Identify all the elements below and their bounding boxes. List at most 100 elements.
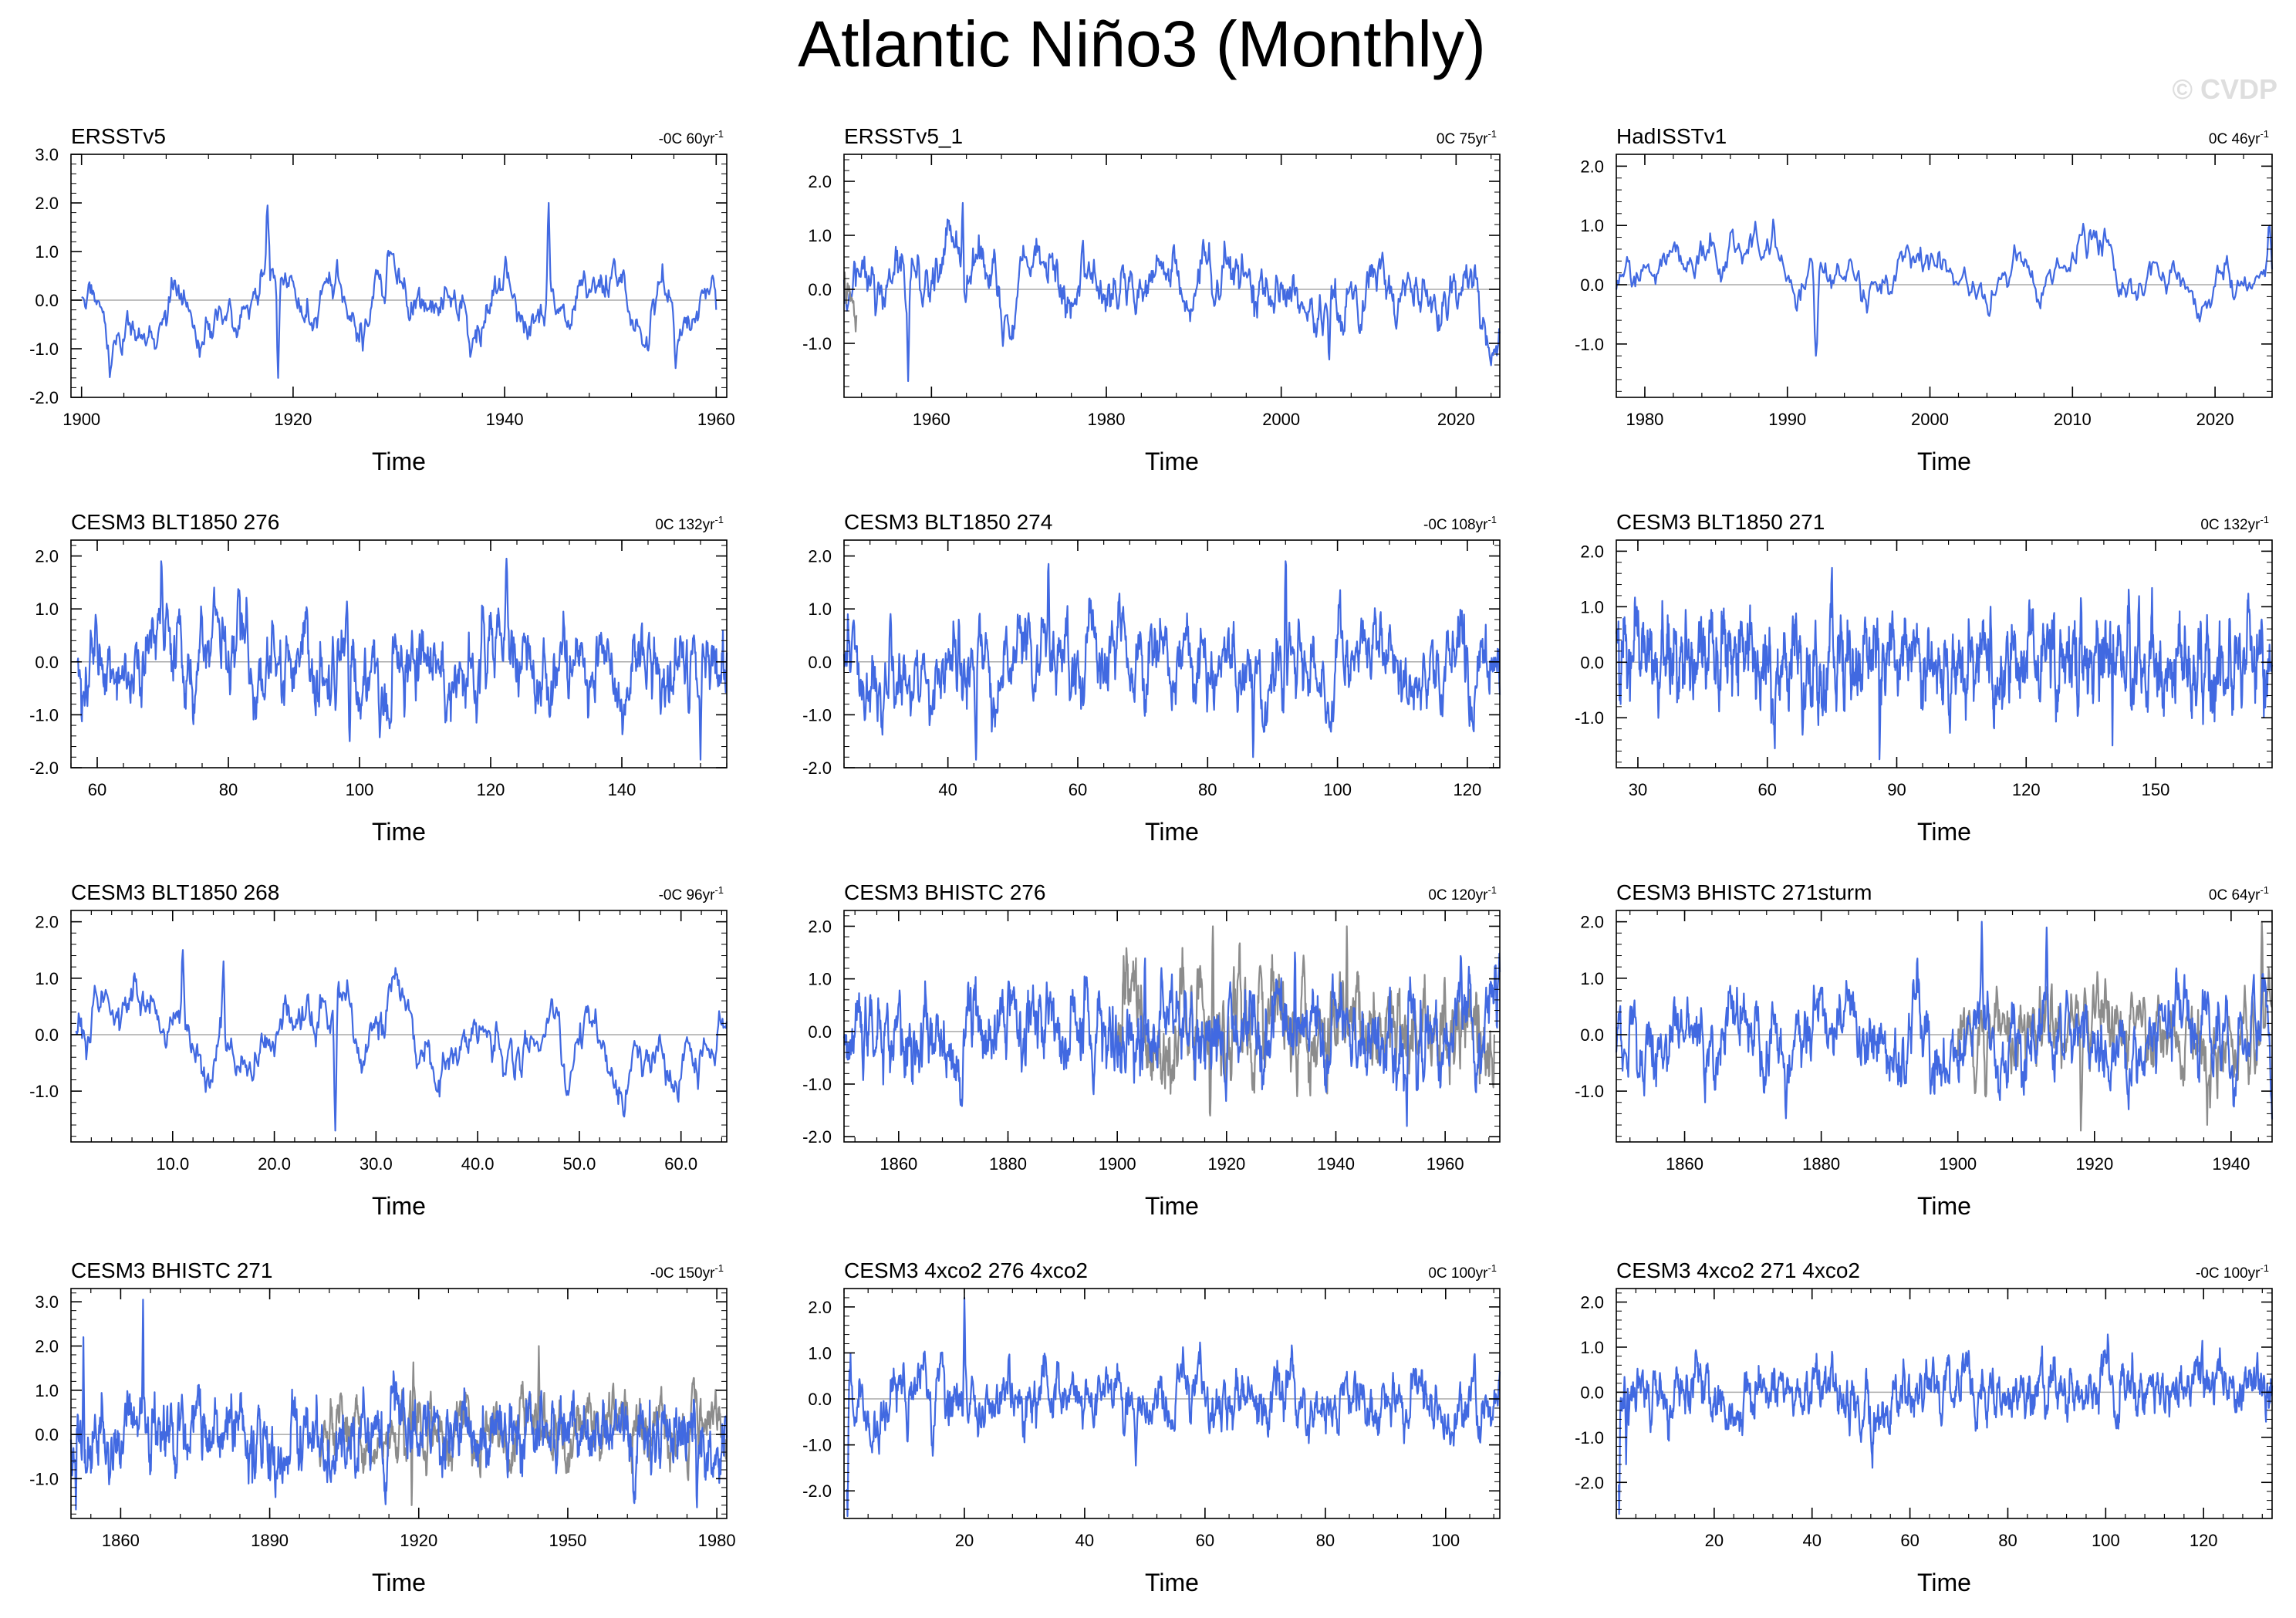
- x-tick-label: 1920: [2075, 1154, 2113, 1174]
- y-tick-label: 2.0: [808, 172, 832, 191]
- y-tick-label: -2.0: [802, 758, 832, 778]
- x-tick-label: 1890: [251, 1531, 289, 1550]
- trend-unit-exponent: -1: [714, 1262, 724, 1274]
- x-tick-label: 2020: [1437, 410, 1475, 429]
- y-tick-label: -1.0: [29, 1469, 59, 1488]
- chart-panel: 40 60 80 100 120 2.0 1.0 0.0 -1.0 -2.0 CESM3 BLT18…: [802, 510, 1501, 846]
- x-axis-label: Time: [1145, 1192, 1199, 1220]
- y-tick-label: 0.0: [1580, 275, 1604, 295]
- panel-title: ERSSTv5_1: [844, 124, 963, 148]
- plot-frame: [843, 154, 1501, 398]
- trend-text: 0C 46yr: [2209, 131, 2261, 147]
- trend-label: -0C 150yr-1: [650, 1262, 724, 1282]
- trend-text: 0C 75yr: [1437, 131, 1488, 147]
- y-tick-label: 2.0: [808, 547, 832, 566]
- series-line: [76, 557, 728, 761]
- y-tick-label: -2.0: [1575, 1473, 1604, 1492]
- y-tick-label: 1.0: [35, 242, 59, 262]
- y-tick-label: -2.0: [802, 1127, 832, 1147]
- x-tick-label: 120: [1454, 780, 1482, 799]
- panel-grid: 1900 1920 1940 1960 3.0 2.0 1.0 0.0 -1.0 -2.0 ERSS…: [29, 124, 2274, 1596]
- chart-panel: 1960 1980 2000 2020 2.0 1.0 0.0 -1.0 ERSSTv5_1 0C…: [802, 124, 1501, 475]
- plot-frame: [1616, 154, 2273, 398]
- trend-unit-exponent: -1: [1487, 128, 1497, 140]
- y-tick-label: -2.0: [29, 758, 59, 778]
- x-tick-label: 1960: [697, 410, 735, 429]
- series-line: [1615, 566, 2274, 761]
- trend-unit-exponent: -1: [1487, 884, 1497, 896]
- trend-label: 0C 100yr-1: [1428, 1262, 1497, 1282]
- x-tick-label: 60: [1757, 780, 1776, 799]
- x-tick-label: 1920: [1207, 1154, 1245, 1174]
- trend-label: -0C 100yr-1: [2196, 1262, 2269, 1282]
- x-tick-label: 1860: [1666, 1154, 1703, 1174]
- x-tick-label: 120: [477, 780, 505, 799]
- trend-label: 0C 64yr-1: [2209, 884, 2269, 904]
- trend-unit-exponent: -1: [714, 128, 724, 140]
- trend-unit-exponent: -1: [714, 514, 724, 525]
- trend-text: 0C 132yr: [2200, 517, 2261, 533]
- trend-unit-exponent: -1: [2260, 514, 2269, 525]
- y-tick-label: 2.0: [808, 917, 832, 936]
- y-tick-label: 0.0: [1580, 1025, 1604, 1045]
- trend-text: 0C 120yr: [1428, 887, 1488, 904]
- y-tick-label: 3.0: [35, 1292, 59, 1312]
- trend-label: 0C 132yr-1: [655, 514, 724, 533]
- trend-text: -0C 150yr: [650, 1265, 715, 1282]
- x-axis-label: Time: [1145, 448, 1199, 475]
- x-tick-label: 1860: [880, 1154, 917, 1174]
- x-tick-label: 120: [2012, 780, 2041, 799]
- trend-unit-exponent: -1: [2260, 128, 2269, 140]
- panel-title: CESM3 BLT1850 274: [844, 510, 1052, 534]
- trend-label: -0C 108yr-1: [1423, 514, 1497, 533]
- y-tick-label: 0.0: [808, 280, 832, 299]
- y-tick-label: 1.0: [1580, 216, 1604, 235]
- x-tick-label: 1950: [549, 1531, 586, 1550]
- y-tick-label: -1.0: [1575, 708, 1604, 728]
- y-tick-label: 0.0: [808, 1022, 832, 1042]
- panel-title: CESM3 4xco2 271 4xco2: [1616, 1258, 1860, 1282]
- x-tick-label: 1880: [989, 1154, 1027, 1174]
- x-tick-label: 150: [2142, 780, 2170, 799]
- chart-panel: 1860 1880 1900 1920 1940 2.0 1.0 0.0 -1.0 CESM3 B…: [1575, 880, 2274, 1220]
- y-tick-label: -1.0: [29, 705, 59, 725]
- series-line: [846, 1296, 1501, 1518]
- trend-text: 0C 132yr: [655, 517, 715, 533]
- x-axis-label: Time: [1917, 1192, 1971, 1220]
- panel-title: CESM3 BHISTC 271sturm: [1616, 880, 1872, 904]
- trend-unit-exponent: -1: [2260, 1262, 2269, 1274]
- x-tick-label: 1900: [62, 410, 100, 429]
- chart-panel: 10.0 20.0 30.0 40.0 50.0 60.0 2.0 1.0 0.0 -1.0 CES…: [29, 880, 728, 1220]
- panel-title: CESM3 BLT1850 268: [71, 880, 279, 904]
- y-tick-label: 0.0: [35, 1425, 59, 1444]
- x-axis-label: Time: [372, 818, 426, 846]
- y-tick-label: 1.0: [808, 226, 832, 245]
- x-tick-label: 1990: [1768, 410, 1806, 429]
- x-tick-label: 1980: [698, 1531, 736, 1550]
- x-tick-label: 1900: [1939, 1154, 1977, 1174]
- x-tick-label: 40: [1802, 1531, 1821, 1550]
- x-axis-label: Time: [1917, 448, 1971, 475]
- y-tick-label: -1.0: [1575, 335, 1604, 354]
- series-line: [1116, 925, 1495, 1116]
- y-tick-label: 0.0: [35, 1025, 59, 1045]
- y-tick-label: 2.0: [35, 547, 59, 566]
- y-tick-label: 2.0: [35, 1337, 59, 1356]
- y-tick-label: 1.0: [808, 600, 832, 619]
- x-tick-label: 100: [1323, 780, 1352, 799]
- x-tick-label: 2010: [2054, 410, 2092, 429]
- plot-frame: [1616, 910, 2273, 1143]
- series-line: [75, 949, 728, 1132]
- y-tick-label: 2.0: [808, 1298, 832, 1317]
- y-tick-label: 1.0: [35, 1381, 59, 1400]
- chart-panel: 1900 1920 1940 1960 3.0 2.0 1.0 0.0 -1.0 -2.0 ERSS…: [29, 124, 735, 475]
- trend-label: 0C 75yr-1: [1437, 128, 1497, 147]
- chart-panel: 20 40 60 80 100 2.0 1.0 0.0 -1.0 -2.0 CESM3 4xco2 …: [802, 1258, 1501, 1596]
- x-axis-label: Time: [1145, 818, 1199, 846]
- y-tick-label: 0.0: [1580, 1383, 1604, 1402]
- x-tick-label: 140: [608, 780, 636, 799]
- x-axis-label: Time: [372, 1569, 426, 1596]
- trend-label: -0C 96yr-1: [659, 884, 724, 904]
- x-tick-label: 1940: [486, 410, 524, 429]
